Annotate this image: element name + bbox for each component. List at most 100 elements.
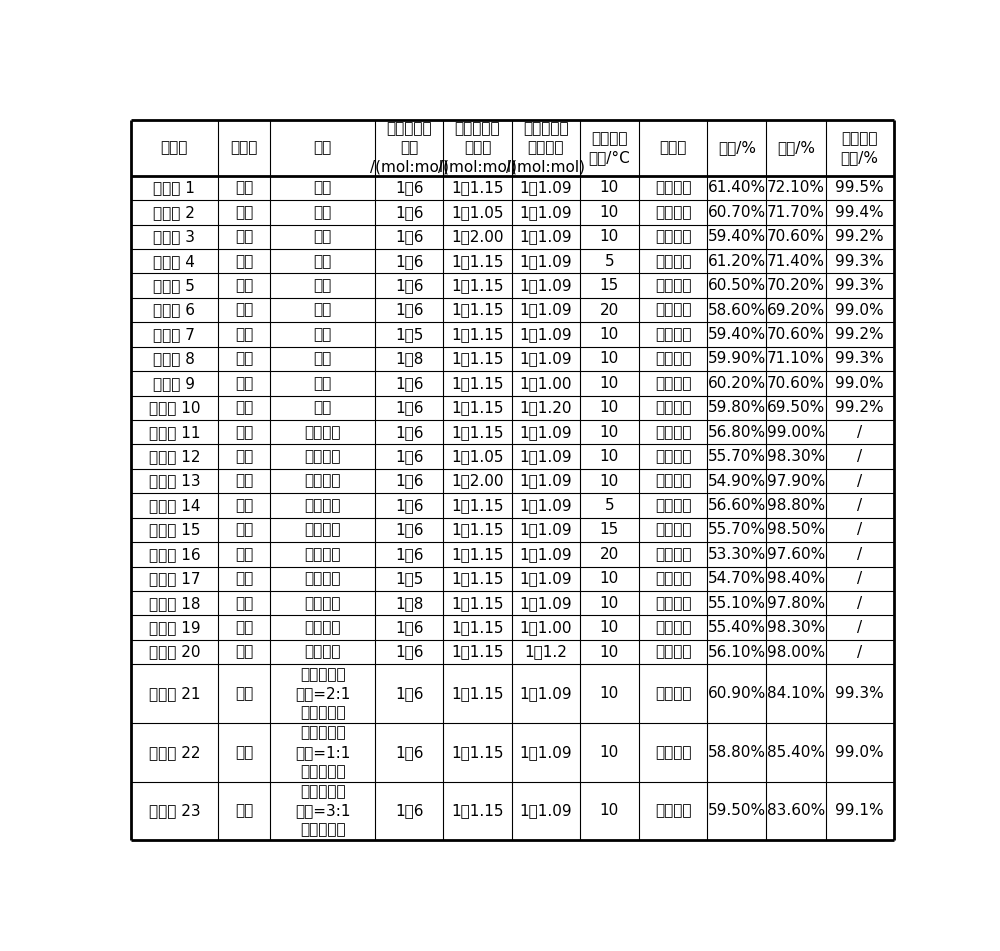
Bar xyxy=(766,120,826,176)
Text: 97.80%: 97.80% xyxy=(767,595,825,611)
Bar xyxy=(443,322,512,347)
Text: 1：1.15: 1：1.15 xyxy=(451,400,504,416)
Bar xyxy=(766,469,826,494)
Bar xyxy=(639,591,707,615)
Text: 1：6: 1：6 xyxy=(395,645,423,660)
Bar xyxy=(826,665,894,723)
Text: 甲苯: 甲苯 xyxy=(314,229,332,244)
Bar xyxy=(826,640,894,665)
Text: 72.10%: 72.10% xyxy=(767,181,825,195)
Bar xyxy=(218,298,270,322)
Bar xyxy=(270,517,375,542)
Text: 溶剂: 溶剂 xyxy=(314,141,332,155)
Bar xyxy=(131,347,218,371)
Text: 98.30%: 98.30% xyxy=(767,620,825,635)
Bar xyxy=(580,542,639,567)
Text: 甲苯：二氯
甲烷=3:1
（质量比）: 甲苯：二氯 甲烷=3:1 （质量比） xyxy=(295,785,351,838)
Text: /: / xyxy=(857,595,862,611)
Bar xyxy=(443,591,512,615)
Text: 1：6: 1：6 xyxy=(395,745,423,760)
Bar xyxy=(512,224,580,249)
Text: 升温加水: 升温加水 xyxy=(655,522,691,537)
Bar xyxy=(218,469,270,494)
Text: 甲苯：二氯
甲烷=2:1
（质量比）: 甲苯：二氯 甲烷=2:1 （质量比） xyxy=(295,667,350,720)
Text: 升温加水: 升温加水 xyxy=(655,645,691,660)
Bar xyxy=(580,723,639,782)
Text: 99.2%: 99.2% xyxy=(835,229,884,244)
Text: 99.2%: 99.2% xyxy=(835,327,884,342)
Text: 实施例 23: 实施例 23 xyxy=(149,804,200,819)
Text: 固光: 固光 xyxy=(235,376,253,391)
Bar xyxy=(270,494,375,517)
Bar xyxy=(375,120,443,176)
Bar xyxy=(639,469,707,494)
Text: 98.50%: 98.50% xyxy=(767,522,825,537)
Bar xyxy=(270,200,375,224)
Bar xyxy=(826,723,894,782)
Text: 10: 10 xyxy=(600,327,619,342)
Text: 收率/%: 收率/% xyxy=(718,141,756,155)
Bar xyxy=(639,782,707,841)
Text: 催化剂: 催化剂 xyxy=(230,141,258,155)
Text: 1：8: 1：8 xyxy=(395,595,423,611)
Text: 甲苯：二氯
甲烷=1:1
（质量比）: 甲苯：二氯 甲烷=1:1 （质量比） xyxy=(295,726,350,779)
Text: 10: 10 xyxy=(600,474,619,489)
Text: 1：1.15: 1：1.15 xyxy=(451,278,504,293)
Text: 1：1.09: 1：1.09 xyxy=(519,498,572,513)
Bar xyxy=(375,444,443,469)
Text: 实施例 5: 实施例 5 xyxy=(153,278,195,293)
Text: 1：6: 1：6 xyxy=(395,547,423,562)
Bar xyxy=(375,420,443,444)
Bar xyxy=(826,224,894,249)
Bar xyxy=(826,782,894,841)
Text: 58.80%: 58.80% xyxy=(708,745,766,760)
Text: /: / xyxy=(857,498,862,513)
Text: 1：1.15: 1：1.15 xyxy=(451,181,504,195)
Text: 10: 10 xyxy=(600,352,619,366)
Text: 1：1.15: 1：1.15 xyxy=(451,804,504,819)
Text: 升温加水: 升温加水 xyxy=(655,327,691,342)
Bar xyxy=(131,444,218,469)
Text: 1：1.15: 1：1.15 xyxy=(451,327,504,342)
Text: 1：1.15: 1：1.15 xyxy=(451,595,504,611)
Bar xyxy=(218,723,270,782)
Bar xyxy=(707,273,766,298)
Bar xyxy=(826,249,894,273)
Text: 15: 15 xyxy=(600,522,619,537)
Text: 59.40%: 59.40% xyxy=(708,229,766,244)
Text: 1：1.15: 1：1.15 xyxy=(451,302,504,318)
Text: 1：1.09: 1：1.09 xyxy=(519,804,572,819)
Bar xyxy=(639,444,707,469)
Text: 58.60%: 58.60% xyxy=(708,302,766,318)
Text: 1：6: 1：6 xyxy=(395,278,423,293)
Bar xyxy=(375,494,443,517)
Bar xyxy=(131,591,218,615)
Text: 实施例 4: 实施例 4 xyxy=(153,254,195,269)
Bar xyxy=(766,723,826,782)
Text: 5: 5 xyxy=(605,498,614,513)
Bar xyxy=(270,120,375,176)
Bar xyxy=(826,591,894,615)
Bar xyxy=(639,249,707,273)
Bar xyxy=(580,615,639,640)
Text: 10: 10 xyxy=(600,425,619,439)
Text: 70.60%: 70.60% xyxy=(767,229,825,244)
Bar xyxy=(270,444,375,469)
Bar xyxy=(826,371,894,396)
Bar xyxy=(512,665,580,723)
Text: 升温加水: 升温加水 xyxy=(655,449,691,464)
Bar xyxy=(375,273,443,298)
Bar xyxy=(270,782,375,841)
Text: 实施例 10: 实施例 10 xyxy=(149,400,200,416)
Text: 1：1.09: 1：1.09 xyxy=(519,547,572,562)
Bar xyxy=(443,298,512,322)
Bar xyxy=(826,322,894,347)
Text: 1：2.00: 1：2.00 xyxy=(451,229,504,244)
Text: 1：6: 1：6 xyxy=(395,620,423,635)
Text: 99.1%: 99.1% xyxy=(835,804,884,819)
Text: 71.40%: 71.40% xyxy=(767,254,825,269)
Text: 70.20%: 70.20% xyxy=(767,278,825,293)
Bar xyxy=(443,200,512,224)
Text: 固光: 固光 xyxy=(235,181,253,195)
Text: 59.50%: 59.50% xyxy=(708,804,766,819)
